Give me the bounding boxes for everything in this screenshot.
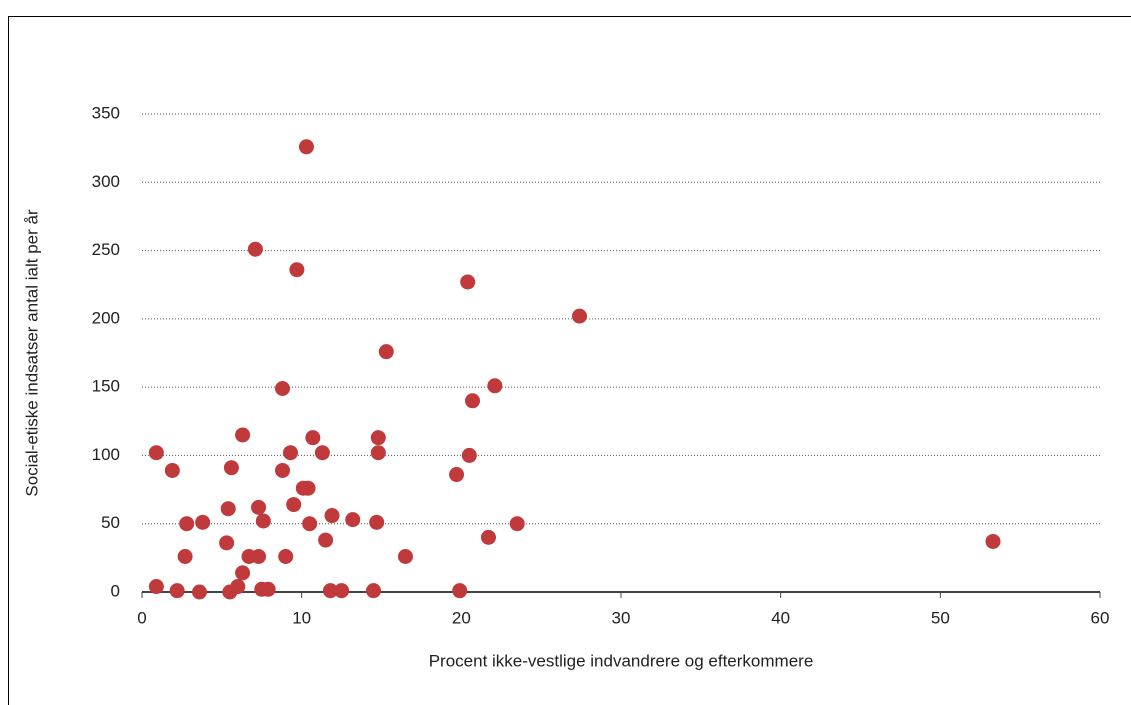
point [370, 445, 386, 461]
point [282, 445, 298, 461]
x-tick-label: 20 [452, 608, 471, 627]
point [449, 467, 465, 483]
point [247, 241, 263, 257]
point [305, 430, 321, 446]
point [314, 445, 330, 461]
point [148, 579, 164, 595]
point [571, 308, 587, 324]
y-tick-label: 200 [92, 308, 120, 327]
point [480, 529, 496, 545]
point [251, 548, 267, 564]
y-tick-label: 0 [111, 581, 120, 600]
point [260, 581, 276, 597]
x-tick-label: 50 [931, 608, 950, 627]
chart-border [8, 16, 1131, 705]
point [324, 508, 340, 524]
point [460, 274, 476, 290]
y-tick-label: 250 [92, 240, 120, 259]
point [220, 501, 236, 517]
point [298, 139, 314, 155]
y-axis-title: Social-etiske indsatser antal ialt per å… [22, 209, 41, 497]
point [487, 378, 503, 394]
x-tick-label: 60 [1091, 608, 1110, 627]
x-tick-label: 0 [137, 608, 146, 627]
y-tick-label: 100 [92, 445, 120, 464]
point [345, 512, 361, 528]
point [275, 462, 291, 478]
point [366, 583, 382, 599]
point [179, 516, 195, 532]
point [334, 583, 350, 599]
point [300, 480, 316, 496]
y-tick-label: 300 [92, 172, 120, 191]
y-tick-label: 150 [92, 377, 120, 396]
point [509, 516, 525, 532]
point [164, 462, 180, 478]
point [148, 445, 164, 461]
point [369, 514, 385, 530]
point [195, 514, 211, 530]
point [223, 460, 239, 476]
point [255, 513, 271, 529]
y-tick-label: 50 [101, 513, 120, 532]
point [191, 584, 207, 600]
point [318, 532, 334, 548]
point [251, 499, 267, 515]
point [169, 583, 185, 599]
point [230, 579, 246, 595]
point [378, 344, 394, 360]
point [289, 262, 305, 278]
x-tick-label: 40 [771, 608, 790, 627]
point [286, 497, 302, 513]
point [235, 427, 251, 443]
y-tick-label: 350 [92, 103, 120, 122]
point [985, 533, 1001, 549]
point [322, 583, 338, 599]
x-tick-label: 10 [292, 608, 311, 627]
point [278, 548, 294, 564]
x-axis-title: Procent ikke-vestlige indvandrere og eft… [429, 651, 814, 670]
point [461, 447, 477, 463]
point [452, 583, 468, 599]
point [370, 430, 386, 446]
point [235, 565, 251, 581]
point [219, 535, 235, 551]
point [302, 516, 318, 532]
point [177, 548, 193, 564]
point [275, 381, 291, 397]
point [465, 393, 481, 409]
x-tick-label: 30 [612, 608, 631, 627]
point [397, 548, 413, 564]
